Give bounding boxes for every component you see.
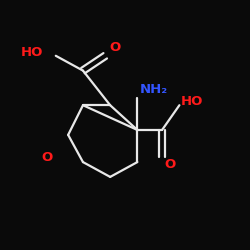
Text: O: O	[41, 151, 52, 164]
Text: HO: HO	[180, 95, 203, 108]
Text: NH₂: NH₂	[140, 83, 168, 96]
Text: O: O	[164, 158, 176, 171]
Text: O: O	[109, 40, 120, 54]
Text: HO: HO	[21, 46, 44, 59]
